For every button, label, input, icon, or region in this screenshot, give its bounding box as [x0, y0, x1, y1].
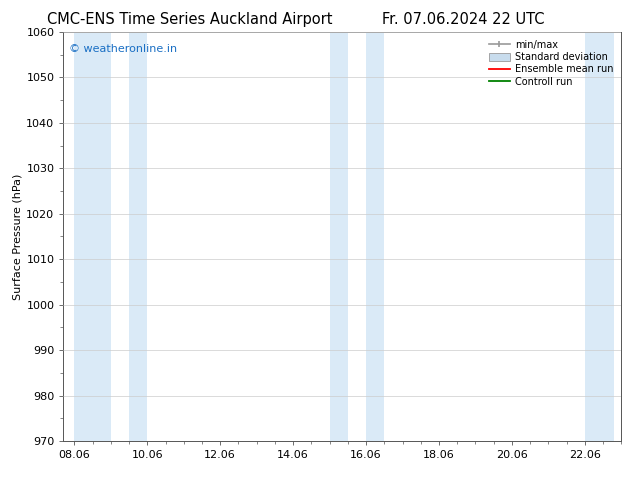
- Text: Fr. 07.06.2024 22 UTC: Fr. 07.06.2024 22 UTC: [382, 12, 544, 27]
- Text: CMC-ENS Time Series Auckland Airport: CMC-ENS Time Series Auckland Airport: [48, 12, 333, 27]
- Legend: min/max, Standard deviation, Ensemble mean run, Controll run: min/max, Standard deviation, Ensemble me…: [486, 37, 616, 90]
- Text: © weatheronline.in: © weatheronline.in: [69, 44, 177, 54]
- Bar: [585, 32, 614, 441]
- Y-axis label: Surface Pressure (hPa): Surface Pressure (hPa): [12, 173, 22, 299]
- Bar: [330, 32, 348, 441]
- Bar: [366, 32, 384, 441]
- Bar: [129, 32, 147, 441]
- Bar: [74, 32, 111, 441]
